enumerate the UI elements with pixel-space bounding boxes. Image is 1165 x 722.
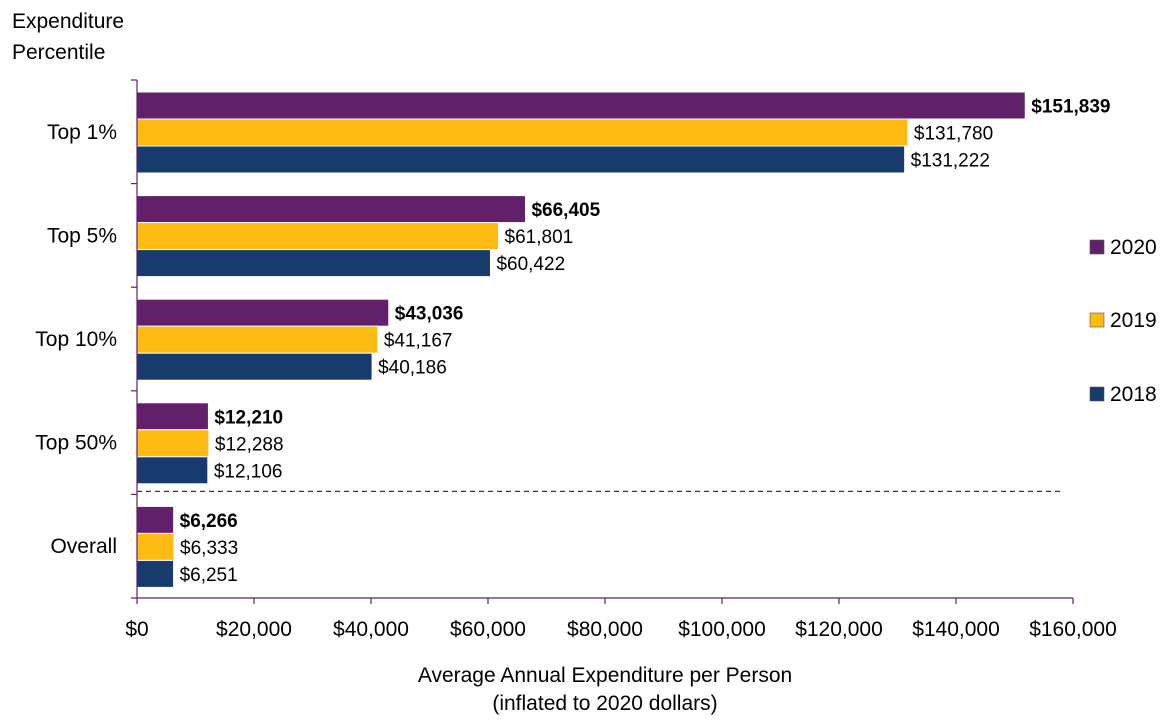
- legend-label-2018: 2018: [1110, 383, 1157, 406]
- x-tick-label-6: $120,000: [795, 618, 883, 641]
- legend-swatch-2018: [1089, 386, 1105, 402]
- category-label-2: Top 10%: [35, 328, 117, 351]
- x-axis-title-line-2: (inflated to 2020 dollars): [492, 692, 717, 715]
- x-tick-label-0: $0: [125, 618, 148, 641]
- data-label-2020-2: $43,036: [395, 304, 464, 325]
- data-label-2018-0: $131,222: [911, 151, 990, 172]
- x-tick-label-1: $20,000: [216, 618, 292, 641]
- x-tick-label-3: $60,000: [450, 618, 526, 641]
- legend-label-2019: 2019: [1110, 309, 1157, 332]
- data-label-2019-0: $131,780: [914, 124, 993, 145]
- bar-2020-0: [136, 91, 1026, 120]
- bar-2019-0: [136, 118, 909, 147]
- x-axis-title-line-1: Average Annual Expenditure per Person: [418, 664, 792, 687]
- data-label-2019-2: $41,167: [384, 331, 453, 352]
- y-axis-title-line-2: Percentile: [12, 41, 105, 64]
- category-label-3: Top 50%: [35, 432, 117, 455]
- data-label-2019-1: $61,801: [505, 227, 574, 248]
- x-tick-label-5: $100,000: [678, 618, 766, 641]
- bar-2020-2: [136, 298, 390, 327]
- y-axis-title-line-1: Expenditure: [12, 10, 124, 33]
- bar-2019-3: [136, 429, 210, 458]
- legend-label-2020: 2020: [1110, 236, 1157, 259]
- data-label-2018-4: $6,251: [180, 565, 238, 586]
- data-label-2020-1: $66,405: [531, 200, 600, 221]
- x-tick-label-4: $80,000: [567, 618, 643, 641]
- bar-2018-2: [136, 352, 373, 381]
- bar-2019-2: [136, 325, 379, 354]
- data-label-2018-2: $40,186: [378, 358, 447, 379]
- data-label-2020-3: $12,210: [214, 407, 283, 428]
- bar-2019-4: [136, 532, 175, 561]
- data-label-2018-3: $12,106: [214, 461, 283, 482]
- category-label-1: Top 5%: [47, 224, 117, 247]
- data-label-2019-3: $12,288: [215, 434, 284, 455]
- bar-2018-0: [136, 145, 906, 174]
- x-tick-label-2: $40,000: [333, 618, 409, 641]
- legend-swatch-2020: [1089, 239, 1105, 255]
- x-tick-label-7: $140,000: [912, 618, 1000, 641]
- bar-2019-1: [136, 222, 500, 251]
- data-label-2020-0: $151,839: [1031, 97, 1110, 118]
- data-label-2019-4: $6,333: [180, 538, 238, 559]
- bar-2020-3: [136, 402, 209, 431]
- data-label-2020-4: $6,266: [180, 511, 238, 532]
- bar-2018-4: [136, 559, 175, 588]
- legend-swatch-2019: [1089, 312, 1105, 328]
- category-label-0: Top 1%: [47, 121, 117, 144]
- category-label-4: Overall: [50, 535, 117, 558]
- bar-2020-1: [136, 195, 526, 224]
- x-tick-label-8: $160,000: [1029, 618, 1117, 641]
- data-label-2018-1: $60,422: [496, 254, 565, 275]
- bar-2018-3: [136, 456, 209, 485]
- bar-2020-4: [136, 505, 175, 534]
- bar-2018-1: [136, 249, 491, 278]
